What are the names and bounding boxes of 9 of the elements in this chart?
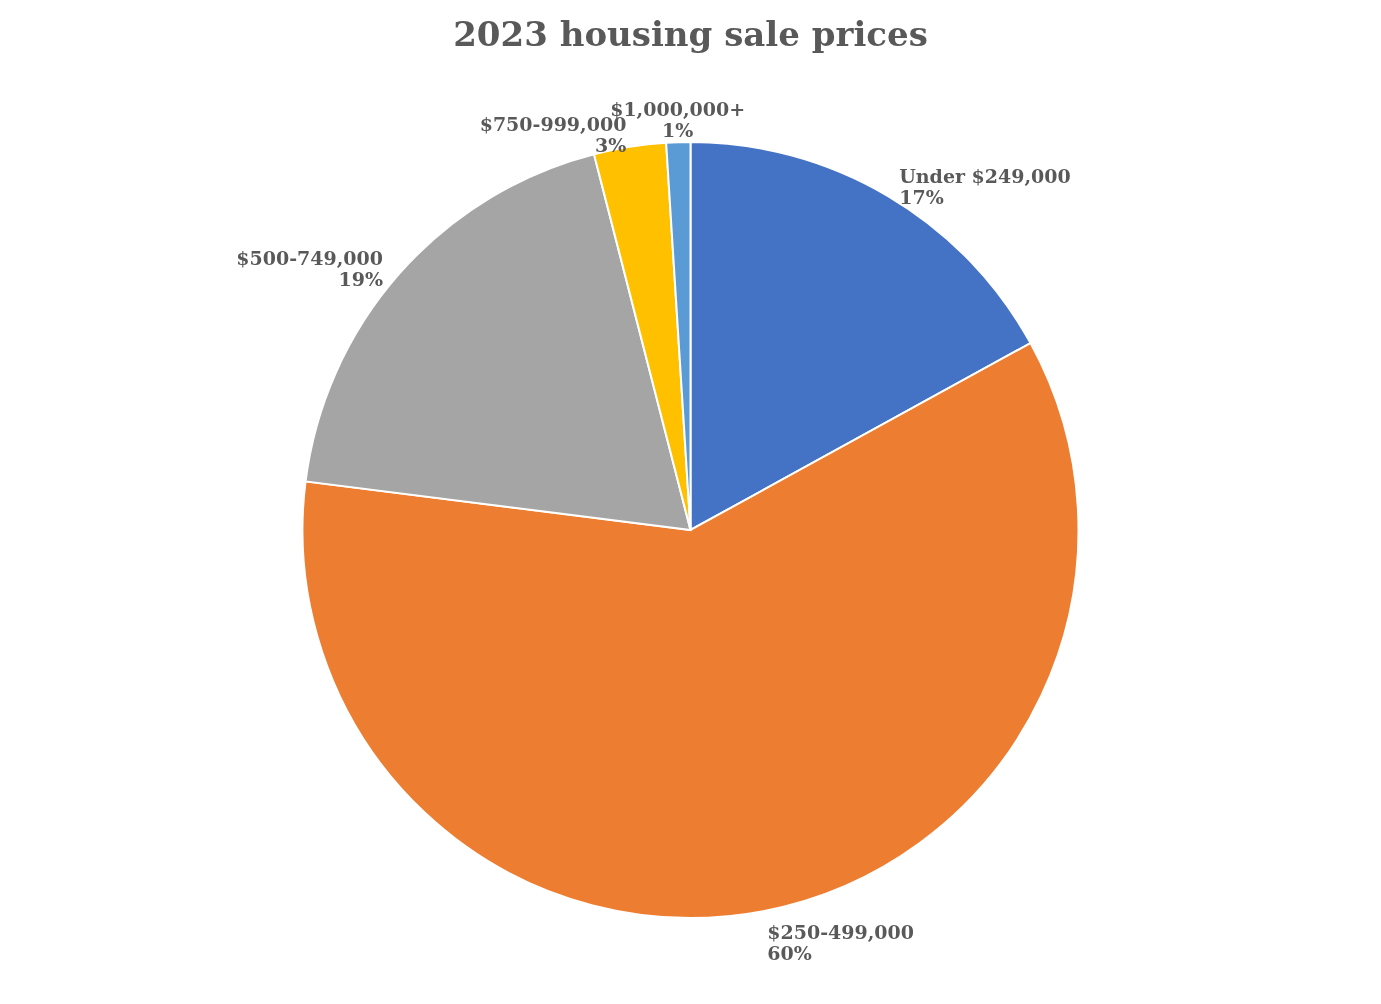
data-label: 3% [595,134,627,157]
slice-label: Under $249,000 [899,165,1071,188]
slice-label: $250-499,000 [767,920,915,943]
data-label: 17% [899,186,944,209]
data-label: 1% [661,119,694,142]
chart-title: 2023 housing sale prices [453,14,928,54]
data-label: 60% [767,941,812,964]
data-label: 19% [338,267,383,290]
slice-label: $500-749,000 [236,246,383,269]
